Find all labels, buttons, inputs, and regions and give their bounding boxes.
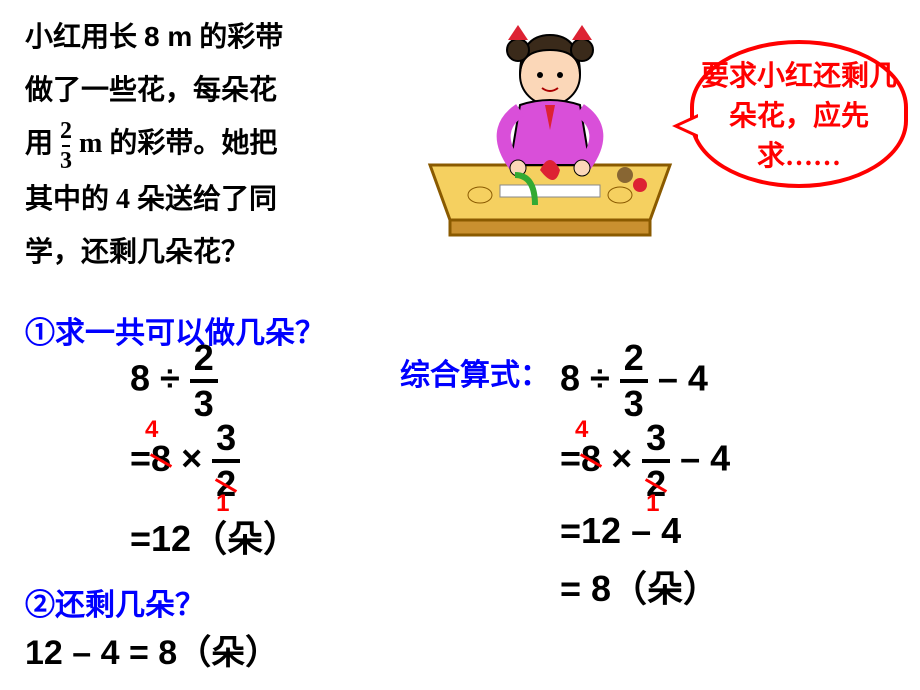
t: 8 ÷: [560, 358, 620, 399]
left-eq3: =12（朵）: [130, 510, 299, 562]
problem-line3: 用 23 m 的彩带。她把: [25, 117, 415, 173]
t: =: [560, 438, 581, 479]
t: =12 – 4: [560, 510, 681, 551]
eight: 8: [151, 438, 171, 480]
right-eq1: 8 ÷ 23 – 4: [560, 340, 708, 422]
problem-line2: 做了一些花，每朵花: [25, 64, 415, 117]
num: 2: [60, 119, 72, 143]
unit: （朵）: [191, 519, 299, 559]
num: 2: [190, 340, 218, 376]
t: 的彩带: [192, 22, 283, 53]
t: ×: [171, 438, 212, 479]
left-eq4: 12 – 4 = 8（朵）: [25, 625, 279, 674]
right-eq2: =84 × 321 – 4: [560, 420, 730, 502]
t: ×: [601, 438, 642, 479]
girl-crafting-illustration: [420, 20, 680, 250]
t: 用: [25, 128, 60, 159]
step2-label: ②还剩几朵？: [25, 580, 205, 624]
fraction: 321: [642, 420, 670, 502]
right-eq3: =12 – 4: [560, 510, 681, 552]
num: 3: [212, 420, 240, 456]
cancel-8: 84: [151, 438, 171, 480]
t: =12: [130, 518, 191, 559]
combined-label: 综合算式：: [400, 350, 550, 394]
eight: 8: [581, 438, 601, 480]
unit: （朵）: [611, 569, 719, 609]
t: m 的彩带。她把: [72, 128, 277, 159]
cancel4: 4: [145, 416, 158, 444]
problem-line4: 其中的 4 朵送给了同: [25, 173, 415, 226]
t: =: [130, 438, 151, 479]
bar: [62, 145, 70, 147]
t: – 4: [670, 438, 730, 479]
problem-line1: 小红用长 8 m 的彩带: [25, 10, 415, 64]
num: 3: [642, 420, 670, 456]
left-eq1: 8 ÷ 23: [130, 340, 218, 422]
cancel4: 4: [575, 416, 588, 444]
t: 12 – 4 = 8: [25, 634, 177, 672]
problem-text: 小红用长 8 m 的彩带 做了一些花，每朵花 用 23 m 的彩带。她把 其中的…: [25, 10, 415, 279]
t: – 4: [648, 358, 708, 399]
fraction: 321: [212, 420, 240, 502]
den-wrap: 21: [212, 466, 240, 502]
left-eq2: =84 × 321: [130, 420, 240, 502]
num: 2: [620, 340, 648, 376]
speech-bubble: 要求小红还剩几朵花，应先求……: [690, 40, 908, 188]
t: 小红用长: [25, 22, 144, 53]
fraction-2-3: 23: [60, 119, 72, 173]
unit: （朵）: [177, 635, 279, 672]
problem-line5: 学，还剩几朵花？: [25, 226, 415, 279]
fraction: 23: [190, 340, 218, 422]
den: 3: [620, 386, 648, 422]
right-eq4: = 8（朵）: [560, 560, 719, 612]
cancel-8: 84: [581, 438, 601, 480]
den-wrap: 21: [642, 466, 670, 502]
fraction: 23: [620, 340, 648, 422]
t: 8 m: [144, 21, 192, 52]
den: 3: [60, 149, 72, 173]
speech-text: 要求小红还剩几朵花，应先求……: [694, 54, 904, 174]
t: = 8: [560, 568, 611, 609]
den: 3: [190, 386, 218, 422]
t: 8 ÷: [130, 358, 190, 399]
